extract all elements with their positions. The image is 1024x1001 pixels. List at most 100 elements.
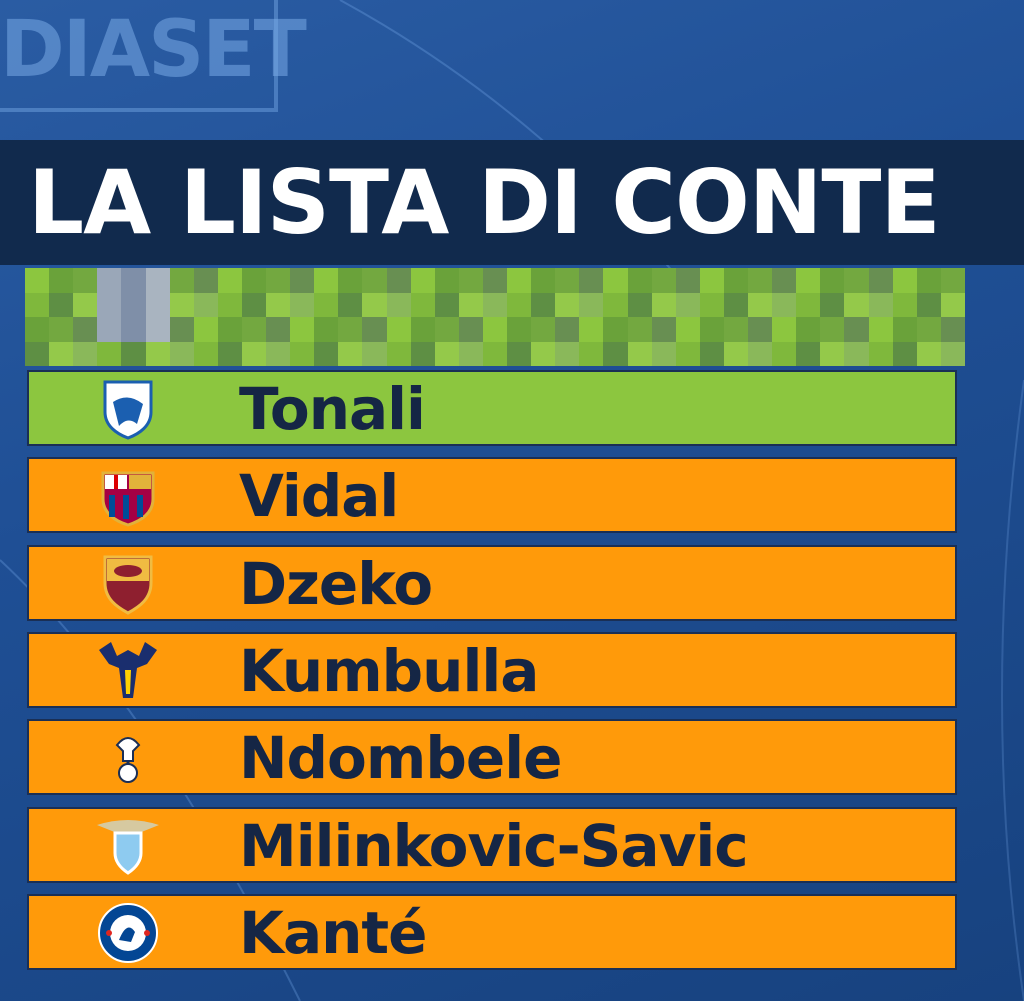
pixel-block	[145, 341, 170, 366]
pixel-block	[796, 292, 821, 317]
player-name: Ndombele	[239, 724, 562, 793]
pixel-block	[531, 317, 556, 342]
pixel-block	[844, 341, 869, 366]
pixel-block	[145, 268, 170, 293]
pixel-block	[266, 268, 291, 293]
pixel-block	[73, 268, 98, 293]
pixel-block	[410, 292, 435, 317]
pixel-block	[699, 341, 724, 366]
player-row: Dzeko	[27, 544, 957, 621]
pixel-block	[314, 317, 339, 342]
pixel-block	[844, 317, 869, 342]
pixel-block	[772, 268, 797, 293]
pixel-block	[290, 268, 315, 293]
pixel-block	[97, 268, 122, 293]
pixel-block	[434, 268, 459, 293]
pixel-block	[266, 317, 291, 342]
pixel-block	[362, 341, 387, 366]
pixel-block	[723, 292, 749, 317]
broadcaster-watermark: DIASET	[0, 0, 307, 112]
pixel-block	[169, 341, 194, 366]
pixel-block	[892, 292, 917, 317]
pixel-block	[892, 268, 917, 293]
pixel-block	[241, 341, 267, 366]
pixel-block	[410, 317, 435, 342]
pixel-block	[651, 268, 676, 293]
pixel-block	[555, 292, 580, 317]
pixel-block	[193, 268, 218, 293]
player-row: Tonali	[27, 370, 957, 446]
pixel-block	[916, 341, 941, 366]
pixel-block	[916, 317, 941, 342]
pixel-block	[723, 341, 749, 366]
pixel-block	[362, 268, 387, 293]
pixel-block	[217, 268, 242, 293]
pixel-block	[531, 292, 556, 317]
pixel-block	[97, 292, 122, 317]
pixel-block	[940, 317, 965, 342]
pixel-block	[507, 268, 532, 293]
barcelona-crest-icon	[101, 471, 155, 527]
pixel-block	[362, 317, 387, 342]
pixel-block	[579, 268, 604, 293]
player-name: Kanté	[239, 898, 427, 967]
pixel-block	[796, 317, 821, 342]
pixel-block	[748, 317, 773, 342]
pixel-block	[121, 317, 146, 342]
pixel-block	[868, 317, 893, 342]
pixel-block	[458, 292, 483, 317]
pixel-block	[820, 268, 845, 293]
pixel-block	[844, 292, 869, 317]
pixel-block	[507, 341, 532, 366]
pixel-block	[627, 341, 652, 366]
pixel-block	[820, 292, 845, 317]
pixel-block	[916, 268, 941, 293]
player-row: Kumbulla	[27, 631, 957, 708]
pixel-block	[868, 268, 893, 293]
pixel-block	[73, 341, 98, 366]
pixel-block	[217, 341, 242, 366]
pixel-block	[651, 292, 676, 317]
pixel-block	[49, 341, 74, 366]
pixel-block	[410, 341, 435, 366]
pixel-block	[241, 292, 267, 317]
background-arc	[1001, 379, 1024, 1001]
player-row: Vidal	[27, 457, 957, 534]
pixel-block	[169, 268, 194, 293]
pixel-block	[772, 317, 797, 342]
pixel-block	[723, 268, 749, 293]
player-row: Kanté	[27, 893, 957, 970]
pixel-block	[555, 317, 580, 342]
pixel-block	[49, 317, 74, 342]
pixel-block	[193, 317, 218, 342]
pixel-block	[25, 341, 50, 366]
pixel-block	[434, 317, 459, 342]
pixel-block	[892, 341, 917, 366]
pixel-block	[266, 292, 291, 317]
pixel-block	[338, 317, 363, 342]
chelsea-crest-icon	[98, 902, 158, 963]
roma-crest-icon	[103, 555, 153, 615]
pixel-block	[627, 317, 652, 342]
pixel-block	[362, 292, 387, 317]
pixel-block	[49, 292, 74, 317]
pixel-block	[627, 268, 652, 293]
pixel-block	[241, 317, 267, 342]
player-row: Milinkovic-Savic	[27, 806, 957, 883]
pixel-block	[121, 268, 146, 293]
pixel-block	[338, 292, 363, 317]
player-name: Milinkovic-Savic	[239, 811, 749, 880]
pixel-block	[651, 341, 676, 366]
player-name: Dzeko	[239, 549, 433, 618]
pixel-block	[97, 341, 122, 366]
pixel-block	[603, 341, 628, 366]
verona-crest-icon	[99, 641, 157, 698]
pixel-block	[892, 317, 917, 342]
player-name: Tonali	[239, 375, 426, 443]
pixel-block	[579, 341, 604, 366]
pixel-block	[73, 317, 98, 342]
pixel-block	[193, 341, 218, 366]
player-row: Ndombele	[27, 719, 957, 796]
pixel-block	[748, 268, 773, 293]
pixel-block	[820, 341, 845, 366]
